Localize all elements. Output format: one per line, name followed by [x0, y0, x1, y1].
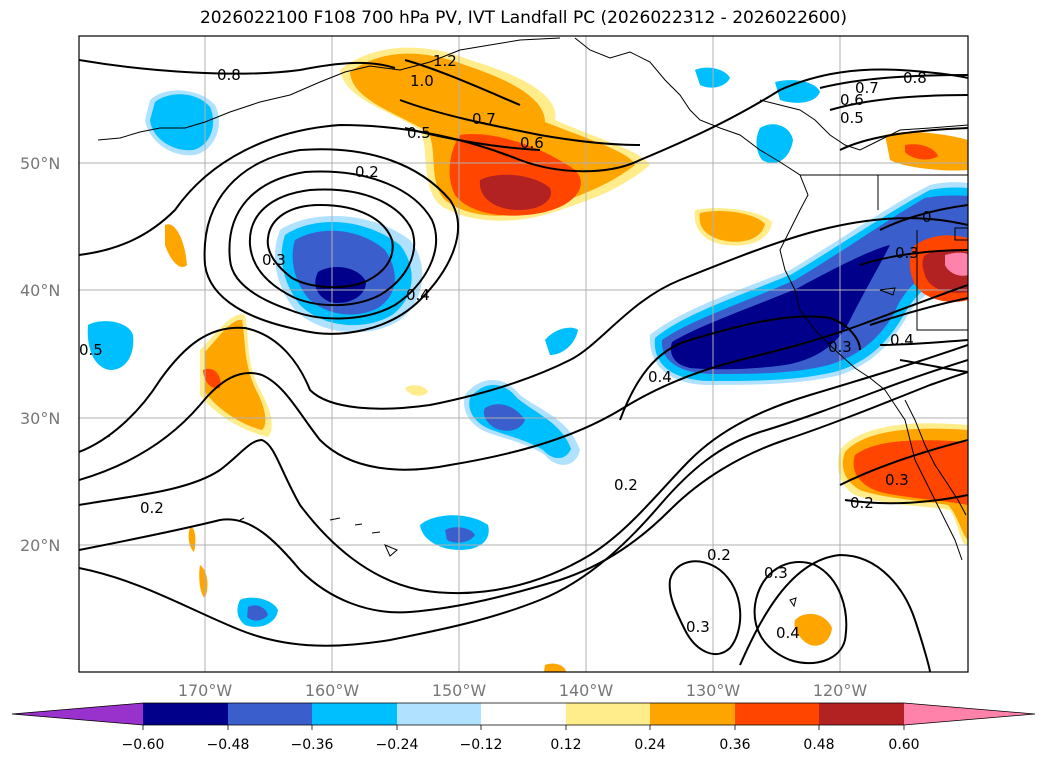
colorbar-tick-label: −0.24 [376, 737, 419, 753]
colorbar-tick-label: 0.48 [803, 737, 834, 753]
colorbar-segment [143, 703, 228, 725]
colorbar-tick-label: 0.60 [888, 737, 919, 753]
contour-label: 0.2 [355, 163, 379, 181]
lat-label-30n: 30°N [20, 409, 60, 428]
contour-label: 0.6 [520, 134, 544, 152]
colorbar-tick-label: 0.36 [719, 737, 750, 753]
contour-label: 0.3 [885, 471, 909, 489]
lon-label-170w: 170°W [178, 681, 233, 700]
contour-label: 0.5 [79, 341, 103, 359]
shaded-anomalies [87, 47, 968, 672]
contour-label: 0 [922, 208, 932, 226]
contour-label: 0.6 [840, 91, 864, 109]
latitude-labels: 50°N 40°N 30°N 20°N [20, 154, 60, 555]
lon-label-150w: 150°W [432, 681, 487, 700]
coastlines [97, 37, 968, 608]
colorbar-segment [566, 703, 650, 725]
colorbar-segment [819, 703, 904, 725]
contour-label: 0.4 [406, 286, 430, 304]
contour-labels: 0.8 1.2 1.0 0.7 0.5 0.6 0.2 0.3 0.4 0.5 … [79, 52, 932, 642]
contour-label: 0.2 [707, 546, 731, 564]
lat-label-20n: 20°N [20, 536, 60, 555]
lon-label-140w: 140°W [559, 681, 614, 700]
colorbar-extend-low [12, 703, 143, 725]
contour-label: 1.2 [433, 52, 457, 70]
colorbar-tick-label: −0.48 [207, 737, 250, 753]
colorbar-segment [228, 703, 312, 725]
colorbar-segment [312, 703, 397, 725]
contour-label: 0.3 [764, 564, 788, 582]
lat-label-40n: 40°N [20, 281, 60, 300]
contour-label: 0.7 [855, 79, 879, 97]
contour-label: 0.3 [828, 338, 852, 356]
contour-label: 0.4 [776, 624, 800, 642]
contour-label: 0.8 [217, 66, 241, 84]
lat-label-50n: 50°N [20, 154, 60, 173]
contour-label: 0.3 [895, 244, 919, 262]
contour-label: 0.7 [472, 110, 496, 128]
colorbar-extend-high [904, 703, 1035, 725]
contour-label: 0.2 [850, 494, 874, 512]
contour-label: 1.0 [410, 72, 434, 90]
contour-label: 0.5 [407, 124, 431, 142]
colorbar-tick-label: −0.12 [460, 737, 503, 753]
map-title: 2026022100 F108 700 hPa PV, IVT Landfall… [199, 8, 847, 28]
colorbar-tick-label: 0.24 [634, 737, 665, 753]
colorbar-segment [481, 703, 566, 725]
contour-label: 0.8 [903, 69, 927, 87]
contour-label: 0.4 [890, 331, 914, 349]
lon-label-120w: 120°W [813, 681, 868, 700]
colorbar-tick-label: 0.12 [550, 737, 581, 753]
colorbar-segment [397, 703, 481, 725]
colorbar: −0.60 −0.48 −0.36 −0.24 −0.12 0.12 0.24 … [11, 702, 1036, 753]
map-plot-area: 0.8 1.2 1.0 0.7 0.5 0.6 0.2 0.3 0.4 0.5 … [79, 36, 968, 672]
lon-label-160w: 160°W [305, 681, 360, 700]
colorbar-segment [650, 703, 735, 725]
contour-label: 0.2 [140, 499, 164, 517]
contour-label: 0.3 [686, 618, 710, 636]
contour-label: 0.2 [614, 476, 638, 494]
contour-label: 0.3 [262, 251, 286, 269]
map-frame [78, 35, 969, 673]
contour-label: 0.4 [648, 368, 672, 386]
pv-contours [79, 59, 968, 672]
contour-label: 0.5 [840, 109, 864, 127]
colorbar-tick-label: −0.60 [122, 737, 165, 753]
colorbar-segment [735, 703, 819, 725]
lon-label-130w: 130°W [686, 681, 741, 700]
colorbar-tick-label: −0.36 [291, 737, 334, 753]
longitude-labels: 170°W 160°W 150°W 140°W 130°W 120°W [178, 681, 868, 700]
